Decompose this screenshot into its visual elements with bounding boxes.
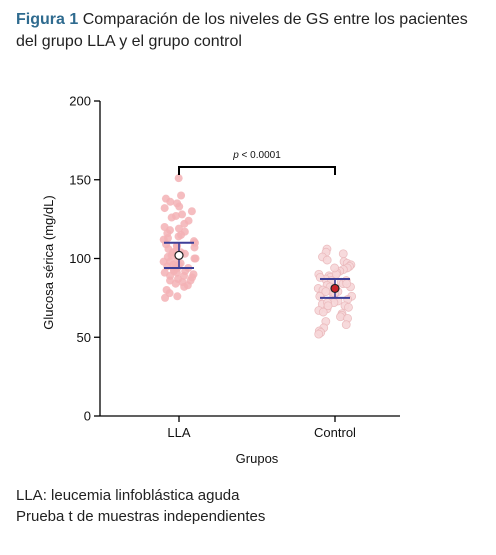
labels-group: 0 50 100 150 200 LLA Control Grupos Glucosa séri…	[41, 94, 356, 467]
mean-marker-lla	[174, 250, 184, 260]
data-point-lla	[171, 279, 180, 288]
data-point-control	[338, 249, 348, 259]
data-point-control	[323, 301, 333, 311]
figure-caption-text: Comparación de los niveles de GS entre l…	[16, 11, 468, 50]
data-point-control	[321, 287, 331, 296]
y-axis-title: Glucosa sérica (mg/dL)	[41, 195, 56, 329]
y-tick-label: 0	[84, 409, 91, 424]
significance-bracket	[178, 166, 336, 175]
axes-group	[94, 100, 400, 422]
data-point-lla	[179, 271, 188, 280]
significance-value: < 0.0001	[239, 150, 281, 161]
data-point-control	[344, 302, 353, 312]
footer-line-2: Prueba t de muestras independientes	[16, 508, 266, 525]
y-tick-label: 50	[77, 330, 91, 345]
data-point-lla	[174, 232, 183, 241]
data-point-lla	[190, 254, 199, 263]
data-point-lla	[175, 202, 184, 211]
mean-marker-control	[330, 283, 340, 294]
data-point-control	[342, 279, 352, 289]
data-point-lla	[177, 191, 186, 200]
x-tick-label: Control	[314, 425, 356, 440]
y-tick-label: 200	[69, 94, 91, 109]
figure-caption: Figura 1 Comparación de los niveles de G…	[16, 9, 486, 53]
y-tick-label: 100	[69, 251, 91, 266]
significance-p: p	[232, 150, 239, 161]
figure-footer: LLA: leucemia linfoblástica aguda Prueba…	[16, 485, 265, 527]
footer-line-1: LLA: leucemia linfoblástica aguda	[16, 487, 240, 504]
data-point-control	[314, 329, 324, 339]
data-point-control	[341, 320, 351, 330]
scatter-chart: 0 50 100 150 200 LLA Control Grupos Glucosa séri…	[41, 94, 400, 467]
stats-group	[164, 166, 350, 299]
figure-label: Figura 1	[16, 11, 79, 28]
data-point-control	[336, 312, 345, 322]
data-point-lla	[173, 292, 182, 301]
points-group	[159, 174, 357, 339]
data-point-lla	[166, 197, 175, 206]
significance-label: p < 0.0001	[232, 150, 281, 161]
data-point-lla	[190, 243, 199, 252]
data-point-lla	[160, 204, 169, 213]
y-tick-label: 150	[69, 172, 91, 187]
data-point-lla	[186, 276, 195, 285]
data-point-lla	[167, 213, 176, 222]
data-point-lla	[174, 224, 183, 233]
data-point-control	[318, 307, 328, 317]
x-axis-title: Grupos	[236, 451, 279, 466]
data-point-lla	[178, 210, 187, 219]
data-point-lla	[180, 282, 189, 291]
data-point-lla	[187, 207, 196, 216]
data-point-lla	[174, 174, 183, 183]
data-point-control	[330, 263, 340, 273]
data-point-control	[315, 272, 325, 282]
data-point-lla	[180, 219, 189, 228]
data-point-lla	[161, 293, 170, 302]
data-point-lla	[159, 257, 168, 266]
data-point-control	[322, 255, 332, 265]
x-tick-label: LLA	[167, 425, 190, 440]
